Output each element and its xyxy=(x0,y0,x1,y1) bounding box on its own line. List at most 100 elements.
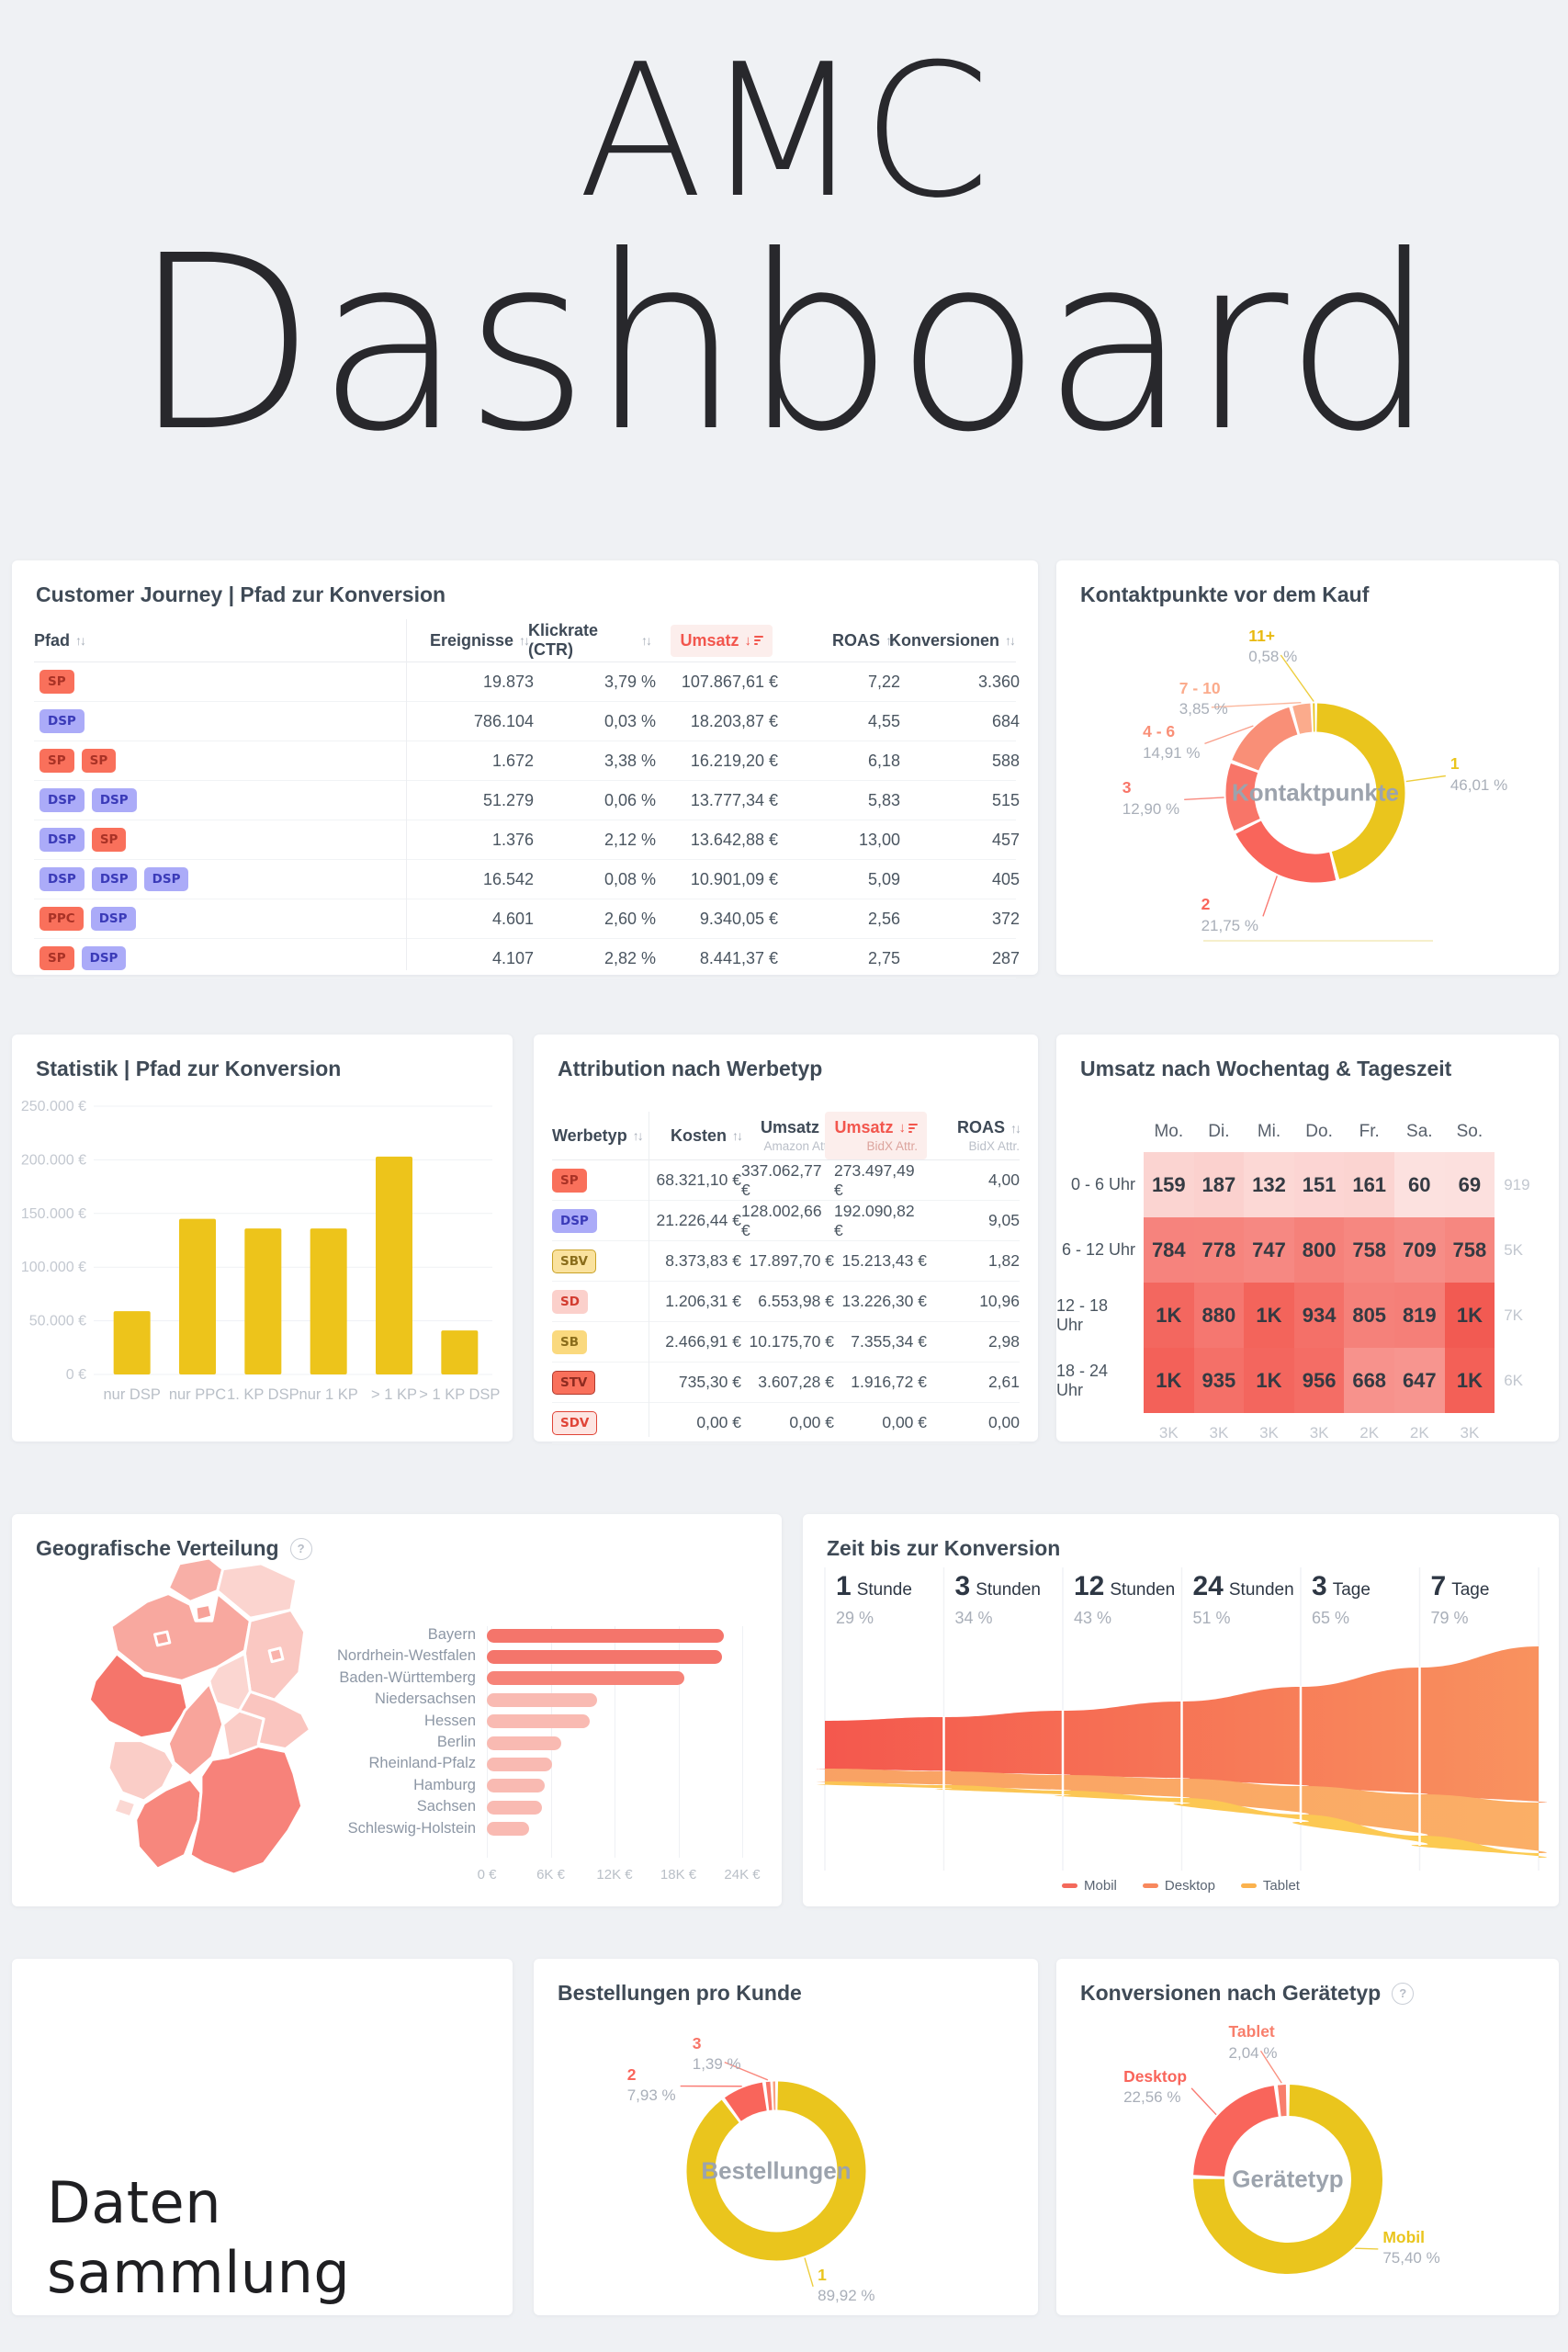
x-axis-tick: 0 € xyxy=(477,1867,497,1883)
heatmap-col-total: 3K xyxy=(1158,1424,1179,1442)
heatmap-col-total: 3K xyxy=(1309,1424,1329,1442)
donut-label-Desktop: Desktop 22,56 % xyxy=(1123,2066,1188,2107)
legend-underline xyxy=(1203,940,1433,942)
bar-1. KP DSP xyxy=(244,1228,282,1374)
heatmap-col-label: Mo. xyxy=(1154,1122,1184,1141)
geo-bar-label: Schleswig-Holstein xyxy=(347,1819,476,1837)
heatmap-cell: 60 xyxy=(1394,1152,1445,1217)
legend-swatch xyxy=(1142,1883,1158,1888)
column-header-ereignisse[interactable]: Ereignisse ↑↓ xyxy=(406,631,530,650)
table-row: DSP DSP 51.279 0,06 % 13.777,34 € 5,83 515 xyxy=(34,781,1020,820)
statistik-bar-chart: 0 € 50.000 € 100.000 € 150.000 € 200.000 € 25… xyxy=(12,1035,513,1442)
donut-slice-7 - 10 xyxy=(1292,703,1313,734)
bar-chart-svg: 0 € 50.000 € 100.000 € 150.000 € 200.000 € 25… xyxy=(21,1099,501,1403)
path-cell: PPC DSP xyxy=(34,907,412,931)
map-region-hamburg xyxy=(194,1602,214,1623)
umsatz-heatmap: Mo. Di. Mi. Do. Fr. Sa. So. 0 - 6 Uhr 159 187 132 1… xyxy=(1056,1035,1559,1442)
heatmap-cell: 805 xyxy=(1344,1283,1394,1348)
value-cell: 9,05 xyxy=(987,1211,1020,1229)
sort-up-down-arrows-icon: ↑↓ xyxy=(732,1128,743,1143)
svg-text:nur DSP: nur DSP xyxy=(103,1386,160,1403)
donut-slice-4 - 6 xyxy=(1232,707,1298,772)
heatmap-cell: 758 xyxy=(1344,1217,1394,1283)
value-cell: 273.497,49 € xyxy=(834,1160,915,1199)
card-title-attribution: Attribution nach Werbetyp xyxy=(558,1057,823,1080)
stage-6: 7 Tage 79 % xyxy=(1430,1571,1490,1627)
column-divider xyxy=(406,619,407,970)
column-header-konversionen[interactable]: Konversionen ↑↓ xyxy=(889,631,1016,650)
value-cell: 1.376 xyxy=(491,830,534,849)
donut-label-1: 1 46,01 % xyxy=(1450,754,1508,794)
heatmap-cell: 956 xyxy=(1293,1348,1345,1413)
path-badge-sp: SP xyxy=(39,946,74,970)
value-cell: 3,38 % xyxy=(604,751,656,770)
help-icon[interactable]: ? xyxy=(289,1537,312,1560)
column-header-umsatz[interactable]: Umsatz↑↓Amazon Attr. xyxy=(760,1118,836,1153)
sort-up-down-arrows-icon: ↑↓ xyxy=(75,633,86,648)
path-cell: SP DSP xyxy=(34,946,412,970)
value-cell: 13.642,88 € xyxy=(690,830,778,849)
help-icon[interactable]: ? xyxy=(1392,1982,1415,2005)
path-badge-dsp: DSP xyxy=(39,867,85,891)
heatmap-col-label: Sa. xyxy=(1406,1122,1433,1141)
heatmap-cell: 161 xyxy=(1344,1152,1394,1217)
value-cell: 17.897,70 € xyxy=(749,1251,834,1270)
table-row: SP SP 1.672 3,38 % 16.219,20 € 6,18 588 xyxy=(34,741,1020,781)
column-header-klickrate-ctr-[interactable]: Klickrate (CTR) ↑↓ xyxy=(528,621,652,660)
legend-swatch xyxy=(1062,1883,1078,1888)
value-cell: 6,18 xyxy=(867,751,900,770)
geo-bar-schleswig-holstein xyxy=(487,1822,530,1837)
column-header-werbetyp[interactable]: Werbetyp ↑↓ xyxy=(552,1125,644,1145)
column-header-roas[interactable]: ROAS ↑↓ xyxy=(773,631,897,650)
column-header-kosten[interactable]: Kosten ↑↓ xyxy=(670,1125,743,1145)
column-header-umsatz[interactable]: Umsatz ↓ BidX Attr. xyxy=(825,1112,927,1159)
donut-svg xyxy=(1184,654,1446,917)
map-region-bayern xyxy=(188,1745,304,1876)
datensammlung-label: Daten sammlung xyxy=(47,2168,350,2307)
donut-svg xyxy=(680,2061,866,2287)
werbetyp-cell: SDV xyxy=(552,1410,649,1435)
card-title-statistik: Statistik | Pfad zur Konversion xyxy=(36,1057,342,1080)
column-header-umsatz[interactable]: Umsatz ↓ xyxy=(650,624,773,657)
value-cell: 51.279 xyxy=(482,790,534,809)
bestellungen-card: Bestellungen pro Kunde 1 89,92 % 2 7,93 % 3 1… xyxy=(534,1959,1038,2315)
column-header-pfad[interactable]: Pfad ↑↓ xyxy=(34,631,406,650)
svg-text:> 1 KP DSP: > 1 KP DSP xyxy=(419,1386,500,1403)
path-badge-sb: SB xyxy=(552,1329,588,1354)
path-badge-dsp: DSP xyxy=(39,788,85,812)
value-cell: 10.175,70 € xyxy=(749,1332,834,1351)
funnel-svg xyxy=(817,1567,1547,1871)
value-cell: 10.901,09 € xyxy=(690,869,778,888)
card-title-zeit: Zeit bis zur Konversion xyxy=(827,1536,1061,1560)
path-badge-sd: SD xyxy=(552,1289,588,1314)
path-cell: DSP SP xyxy=(34,828,412,852)
table-row: DSP 786.104 0,03 % 18.203,87 € 4,55 684 xyxy=(34,702,1020,741)
sort-descending-filter-icon: ↓ xyxy=(899,1120,918,1136)
table-row: PPC DSP 4.601 2,60 % 9.340,05 € 2,56 372 xyxy=(34,899,1020,939)
value-cell: 684 xyxy=(991,711,1020,730)
map-region-niedersachsen xyxy=(109,1592,252,1682)
donut-center-label: Kontaktpunkte xyxy=(1232,778,1399,807)
value-cell: 10,96 xyxy=(979,1292,1020,1310)
value-cell: 4,00 xyxy=(987,1170,1020,1189)
geo-bar-label: Rheinland-Pfalz xyxy=(368,1755,476,1772)
werbetyp-cell: SBV xyxy=(552,1249,649,1273)
heatmap-col-label: Fr. xyxy=(1359,1122,1380,1141)
path-badge-sp: SP xyxy=(91,828,127,852)
column-label: Konversionen xyxy=(888,630,999,650)
geo-bar-nordrhein-westfalen xyxy=(487,1649,722,1664)
value-cell: 13.226,30 € xyxy=(841,1292,927,1310)
path-badge-sp: SP xyxy=(81,749,117,773)
value-cell: 2,56 xyxy=(867,909,900,928)
value-cell: 13.777,34 € xyxy=(690,790,778,809)
card-title-geografie: Geografische Verteilung ? xyxy=(36,1536,312,1561)
heatmap-row-total: 919 xyxy=(1504,1175,1530,1193)
donut-slice-1 xyxy=(686,2081,866,2261)
map-region-saarland xyxy=(112,1796,138,1819)
value-cell: 7,22 xyxy=(867,672,900,691)
geo-bar-label: Sachsen xyxy=(416,1798,476,1815)
column-header-roas[interactable]: ROAS ↑↓ BidX Attr. xyxy=(956,1118,1021,1153)
svg-text:250.000 €: 250.000 € xyxy=(21,1099,86,1114)
x-axis-tick: 24K € xyxy=(724,1867,761,1883)
legend-item-desktop: Desktop xyxy=(1142,1878,1215,1894)
